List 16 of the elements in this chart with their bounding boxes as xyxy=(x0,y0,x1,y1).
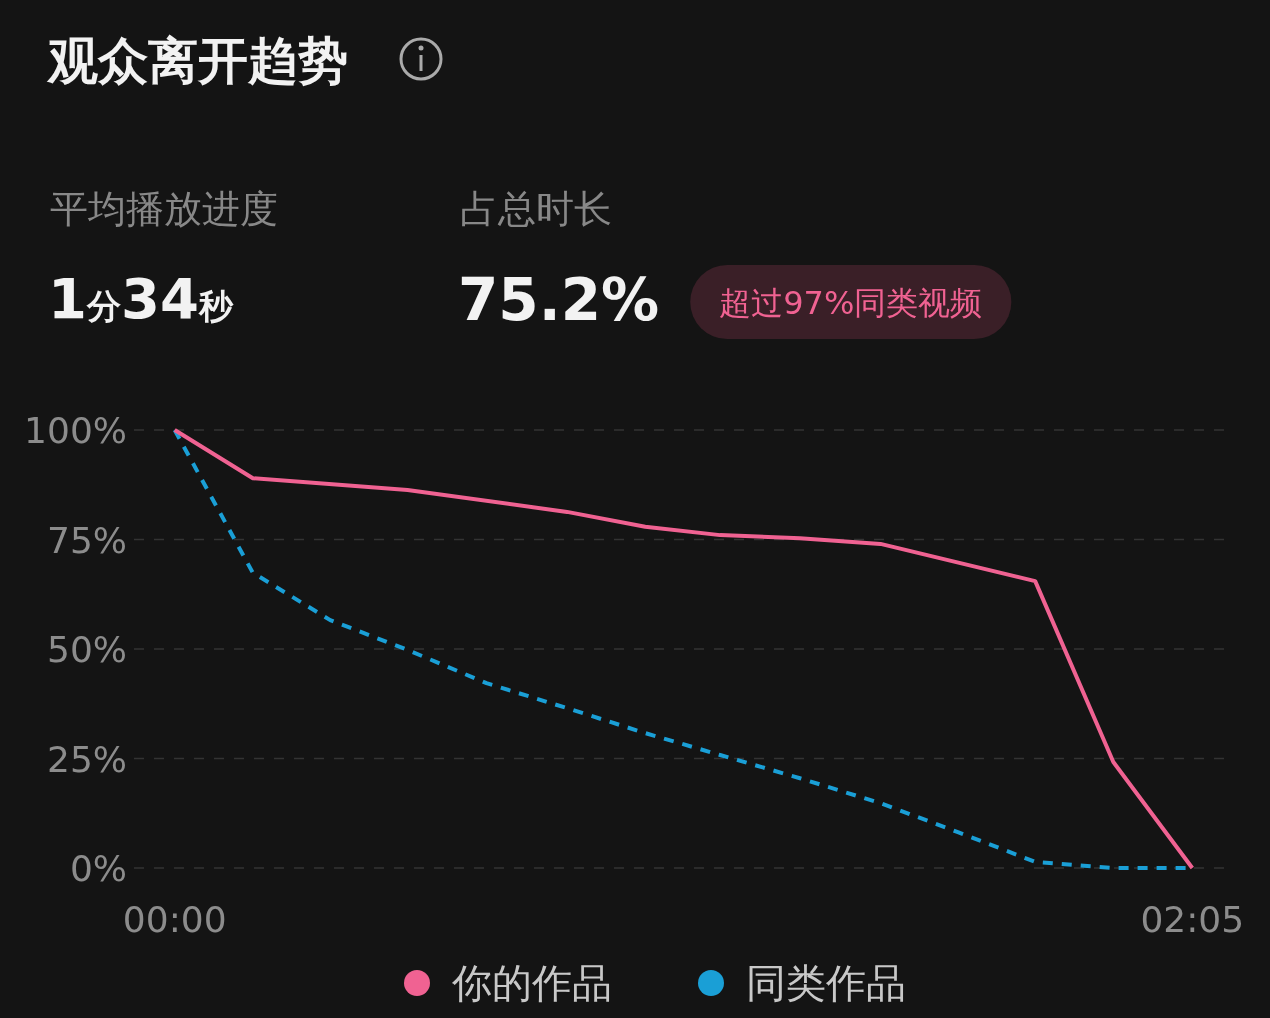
y-tick-label: 75% xyxy=(46,519,127,561)
legend-label: 你的作品 xyxy=(451,960,612,1006)
text: 占总时长 xyxy=(460,187,612,231)
y-tick-label: 100% xyxy=(24,410,127,451)
y-tick-label: 50% xyxy=(46,629,127,670)
text: 1分34秒 xyxy=(48,266,234,331)
line-series xyxy=(172,428,1195,870)
legend-label: 同类作品 xyxy=(746,960,906,1006)
x-tick-label: 00:00 xyxy=(122,899,227,940)
y-tick-label: 25% xyxy=(46,738,127,780)
text: 超过97%同类视频 xyxy=(719,284,983,322)
y-tick-label: 0% xyxy=(69,848,127,889)
text: 平均播放进度 xyxy=(50,187,278,231)
x-tick-label: 02:05 xyxy=(1140,899,1245,940)
chart-title: 观众离开趋势 xyxy=(46,32,348,90)
text: 75.2% xyxy=(458,266,660,334)
